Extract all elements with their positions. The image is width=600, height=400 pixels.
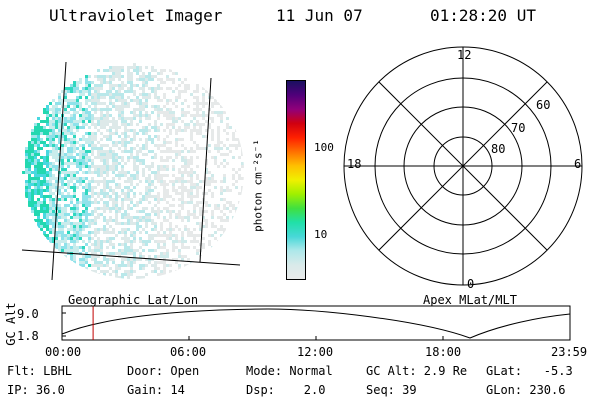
colorbar-tick-100: 100 [314, 141, 334, 154]
polar-diagonal [378, 81, 548, 251]
ip-status: IP: 36.0 [7, 383, 65, 397]
lat-label-70: 70 [511, 121, 526, 135]
orbit-xtick: 06:00 [170, 345, 207, 359]
lat-label-80: 80 [491, 142, 506, 156]
geo-grid-line [21, 249, 241, 266]
glat-status: GLat: -5.3 [486, 364, 573, 378]
orbit-plot [61, 305, 571, 341]
mlt-label-6: 6 [574, 157, 582, 171]
lat-label-60: 60 [536, 98, 551, 112]
orbit-xtick: 00:00 [45, 345, 82, 359]
geo-grid-line [199, 77, 212, 263]
orbit-xtick: 23:59 [551, 345, 588, 359]
colorbar-tick-10: 10 [314, 228, 328, 241]
mode-status: Mode: Normal [246, 364, 333, 378]
orbit-xtick: 12:00 [297, 345, 334, 359]
orbit-right-title: Apex MLat/MLT [423, 293, 517, 307]
orbit-xtick: 18:00 [425, 345, 462, 359]
colorbar [286, 80, 306, 280]
geo-grid-line [51, 61, 67, 281]
mlt-label-0: 0 [467, 277, 475, 291]
orbit-left-title: Geographic Lat/Lon [68, 293, 199, 307]
time-label: 01:28:20 UT [430, 6, 536, 25]
mlt-label-12: 12 [457, 48, 472, 62]
orbit-ytick-max: 9.0 [17, 307, 39, 321]
orbit-altitude-curve [61, 308, 571, 339]
filter-status: Flt: LBHL [7, 364, 73, 378]
orbit-ytick-min: 1.8 [17, 329, 39, 343]
door-status: Door: Open [127, 364, 200, 378]
colorbar-label: photon cm⁻²s⁻¹ [251, 139, 265, 232]
glon-status: GLon: 230.6 [486, 383, 566, 397]
instrument-title: Ultraviolet Imager [49, 6, 223, 25]
auroral-image [21, 61, 244, 281]
polar-grid [343, 46, 583, 286]
orbit-ylabel: GC Alt [4, 302, 18, 346]
gain-status: Gain: 14 [127, 383, 185, 397]
date-label: 11 Jun 07 [276, 6, 363, 25]
mlt-label-18: 18 [347, 157, 362, 171]
gc-alt-status: GC Alt: 2.9 Re [366, 364, 468, 378]
seq-status: Seq: 39 [366, 383, 417, 397]
dsp-status: Dsp: 2.0 [246, 383, 326, 397]
